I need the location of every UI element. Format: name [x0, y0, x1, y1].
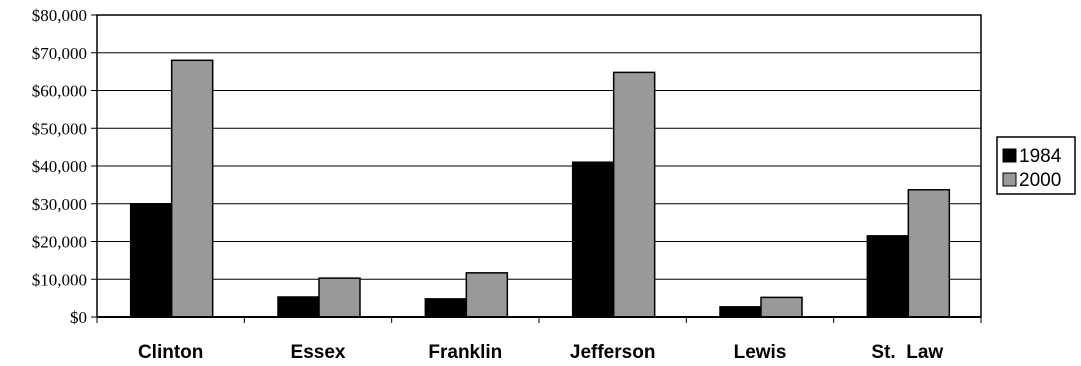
- y-tick-label: $30,000: [32, 195, 87, 214]
- bar-2000-stlaw: [907, 189, 951, 318]
- x-tick-label: Franklin: [428, 342, 502, 363]
- bar-2000-essex: [318, 277, 361, 318]
- x-tick-label: St. Law: [871, 342, 943, 363]
- y-tick-label: $80,000: [32, 6, 87, 25]
- y-tick-label: $20,000: [32, 233, 87, 252]
- bar-1984-franklin: [424, 298, 468, 318]
- gridlines: [97, 14, 981, 280]
- legend-swatch-2000: [1002, 172, 1017, 187]
- x-axis-ticks: Clinton Essex Franklin Jefferson Lewis St. La…: [138, 342, 943, 363]
- y-tick-label: $60,000: [32, 82, 87, 101]
- y-tick-label: $40,000: [32, 157, 87, 176]
- y-tick-label: $50,000: [32, 119, 87, 138]
- legend-swatch-1984: [1002, 148, 1017, 163]
- bar-1984-jefferson: [571, 161, 615, 318]
- x-tick-label: Clinton: [138, 342, 203, 363]
- legend-label-1984: 1984: [1019, 146, 1062, 167]
- y-tick-label: $70,000: [32, 44, 87, 63]
- legend: 1984 2000: [996, 136, 1076, 195]
- bar-2000-lewis: [760, 296, 803, 318]
- axes: [96, 14, 982, 323]
- y-tick-label: $10,000: [32, 270, 87, 289]
- x-tick-label: Essex: [291, 342, 346, 363]
- x-tick-label: Lewis: [734, 342, 787, 363]
- bar-2000-jefferson: [612, 71, 656, 318]
- bar-2000-clinton: [170, 59, 214, 318]
- x-tick-label: Jefferson: [570, 342, 656, 363]
- bars-group: [129, 59, 951, 318]
- bar-1984-essex: [277, 296, 320, 318]
- y-axis-ticks: $0 $10,000 $20,000 $30,000 $40,000 $50,000 $60…: [32, 6, 97, 327]
- bar-1984-lewis: [719, 306, 762, 318]
- bar-2000-franklin: [465, 272, 509, 318]
- bar-1984-stlaw: [866, 235, 910, 318]
- y-tick-label: $0: [70, 308, 87, 327]
- bar-1984-clinton: [129, 203, 173, 318]
- legend-label-2000: 2000: [1019, 170, 1061, 191]
